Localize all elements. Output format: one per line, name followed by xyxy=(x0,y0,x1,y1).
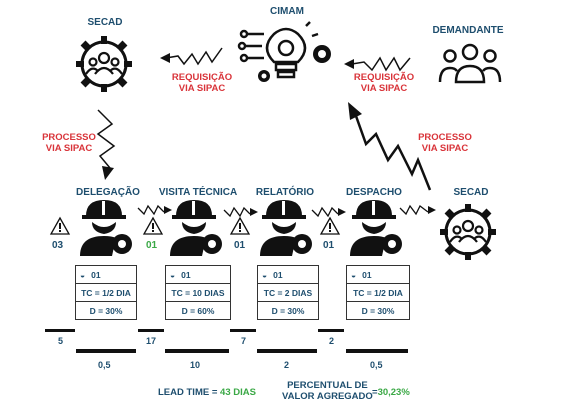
zigzag-arrow-left-icon xyxy=(344,56,411,72)
cimam-lightbulb-gears-icon xyxy=(237,21,331,82)
timeline-wait-bar xyxy=(45,329,75,332)
secad-top-label: SECAD xyxy=(87,17,123,28)
people-group-icon xyxy=(438,43,502,84)
inventory-warning-icon xyxy=(49,216,71,235)
flow-label-proc-left: PROCESSO VIA SIPAC xyxy=(42,132,96,154)
zigzag-arrow-left-icon xyxy=(160,47,223,66)
timeline-process-bar xyxy=(346,349,408,353)
lead-time: LEAD TIME = 43 DIAS xyxy=(158,387,256,398)
wait-time: 2 xyxy=(329,336,335,346)
step-label-visita-tecnica: VISITA TÉCNICA xyxy=(158,187,238,198)
flow-label-proc-right: PROCESSO VIA SIPAC xyxy=(418,132,472,154)
flow-label-req-left: REQUISIÇÃO VIA SIPAC xyxy=(171,72,233,94)
worker-gear-icon xyxy=(80,200,132,256)
worker-gear-icon xyxy=(260,200,312,256)
data-box-despacho: ◒ 01 TC = 1/2 DIA D = 30% xyxy=(346,265,410,320)
operator-icon: ◒ xyxy=(262,269,268,280)
timeline-wait-bar xyxy=(230,329,256,332)
timeline-wait-bar xyxy=(318,329,344,332)
data-box-delegacao: ◒ 01 TC = 1/2 DIA D = 30% xyxy=(75,265,137,320)
wait-time: 17 xyxy=(146,336,157,346)
inventory-warning-icon xyxy=(319,216,341,235)
worker-gear-icon xyxy=(350,200,402,256)
operator-icon: ◒ xyxy=(170,269,176,280)
zigzag-arrow-up-icon xyxy=(348,102,432,191)
data-box-visita-tecnica: ◒ 01 TC = 10 DIAS D = 60% xyxy=(165,265,231,320)
pva-value: =30,23% xyxy=(372,387,410,398)
secad-right-label: SECAD xyxy=(453,187,489,198)
inventory-count: 01 xyxy=(234,240,246,251)
small-zigzag-arrow-icon xyxy=(223,206,258,218)
wait-time: 5 xyxy=(58,336,64,346)
step-label-despacho: DESPACHO xyxy=(346,187,402,198)
demandante-label: DEMANDANTE xyxy=(432,25,504,36)
zigzag-arrow-down-icon xyxy=(96,109,116,180)
cimam-label: CIMAM xyxy=(270,6,304,17)
small-zigzag-arrow-icon xyxy=(399,204,436,216)
secad-gear-people-icon xyxy=(440,204,496,260)
timeline-process-bar xyxy=(257,349,317,353)
small-zigzag-arrow-icon xyxy=(137,204,172,216)
step-label-relatorio: RELATÓRIO xyxy=(255,187,315,198)
data-box-relatorio: ◒ 01 TC = 2 DIAS D = 30% xyxy=(257,265,319,320)
worker-gear-icon xyxy=(170,200,222,256)
process-time: 0,5 xyxy=(98,360,111,370)
inventory-count: 03 xyxy=(52,240,64,251)
secad-gear-people-icon xyxy=(76,36,132,92)
operator-icon: ◒ xyxy=(351,269,357,280)
timeline-process-bar xyxy=(76,349,136,353)
inventory-count: 01 xyxy=(146,240,158,251)
inventory-warning-icon xyxy=(142,216,164,235)
timeline-process-bar xyxy=(165,349,229,353)
inventory-warning-icon xyxy=(229,216,251,235)
process-time: 0,5 xyxy=(370,360,383,370)
process-time: 2 xyxy=(284,360,290,370)
step-label-delegacao: DELEGAÇÃO xyxy=(76,187,140,198)
timeline-wait-bar xyxy=(138,329,164,332)
pva-label: PERCENTUAL DE VALOR AGREGADO xyxy=(282,380,373,402)
inventory-count: 01 xyxy=(323,240,335,251)
small-zigzag-arrow-icon xyxy=(311,206,346,218)
flow-label-req-right: REQUISIÇÃO VIA SIPAC xyxy=(353,72,415,94)
operator-icon: ◒ xyxy=(80,269,86,280)
process-time: 10 xyxy=(190,360,201,370)
wait-time: 7 xyxy=(241,336,247,346)
